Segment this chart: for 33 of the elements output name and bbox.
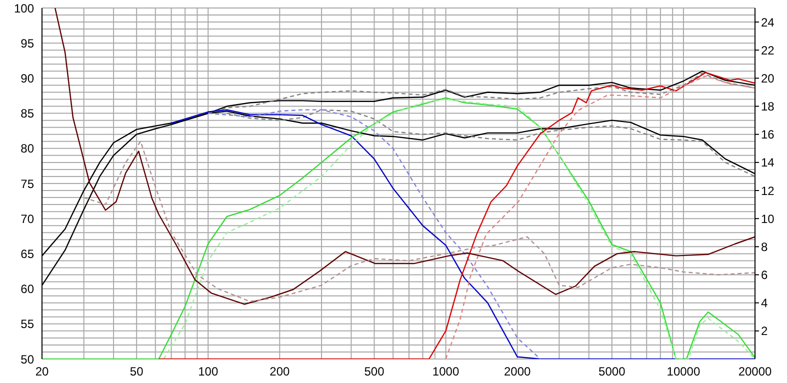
y-tick-label: 85 [20, 106, 34, 121]
y2-tick-label: 24 [761, 15, 775, 30]
y2-tick-label: 4 [761, 296, 768, 310]
x-tick-label: 200 [270, 364, 290, 379]
y2-tick-label: 20 [761, 71, 775, 86]
y-tick-label: 90 [20, 71, 34, 86]
y-tick-label: 80 [20, 142, 34, 156]
x-tick-label: 2000 [504, 364, 532, 379]
x-tick-label: 10000 [666, 364, 700, 379]
y2-tick-label: 12 [761, 184, 775, 198]
y2-tick-label: 2 [761, 324, 768, 338]
x-tick-label: 5000 [598, 364, 626, 379]
y-tick-label: 100 [14, 1, 34, 16]
y-tick-label: 60 [20, 282, 34, 296]
y-tick-label: 50 [20, 352, 34, 366]
y2-tick-label: 22 [761, 43, 775, 58]
y-tick-label: 65 [20, 246, 34, 261]
x-tick-label: 20000 [738, 364, 772, 379]
x-tick-label: 1000 [432, 364, 460, 379]
y-tick-label: 55 [20, 317, 34, 332]
y-tick-label: 70 [20, 212, 34, 226]
y2-tick-label: 16 [761, 128, 775, 142]
x-tick-label: 20 [35, 364, 49, 379]
x-tick-label: 100 [198, 364, 218, 379]
x-tick-label: 50 [130, 364, 144, 379]
y2-tick-label: 6 [761, 268, 768, 282]
y2-tick-label: 10 [761, 212, 775, 226]
y-tick-label: 75 [20, 176, 34, 191]
y2-tick-label: 8 [761, 240, 768, 254]
y2-tick-label: 14 [761, 156, 775, 170]
y-tick-label: 95 [20, 36, 34, 50]
y2-tick-label: 18 [761, 100, 775, 114]
x-tick-label: 500 [364, 364, 385, 379]
